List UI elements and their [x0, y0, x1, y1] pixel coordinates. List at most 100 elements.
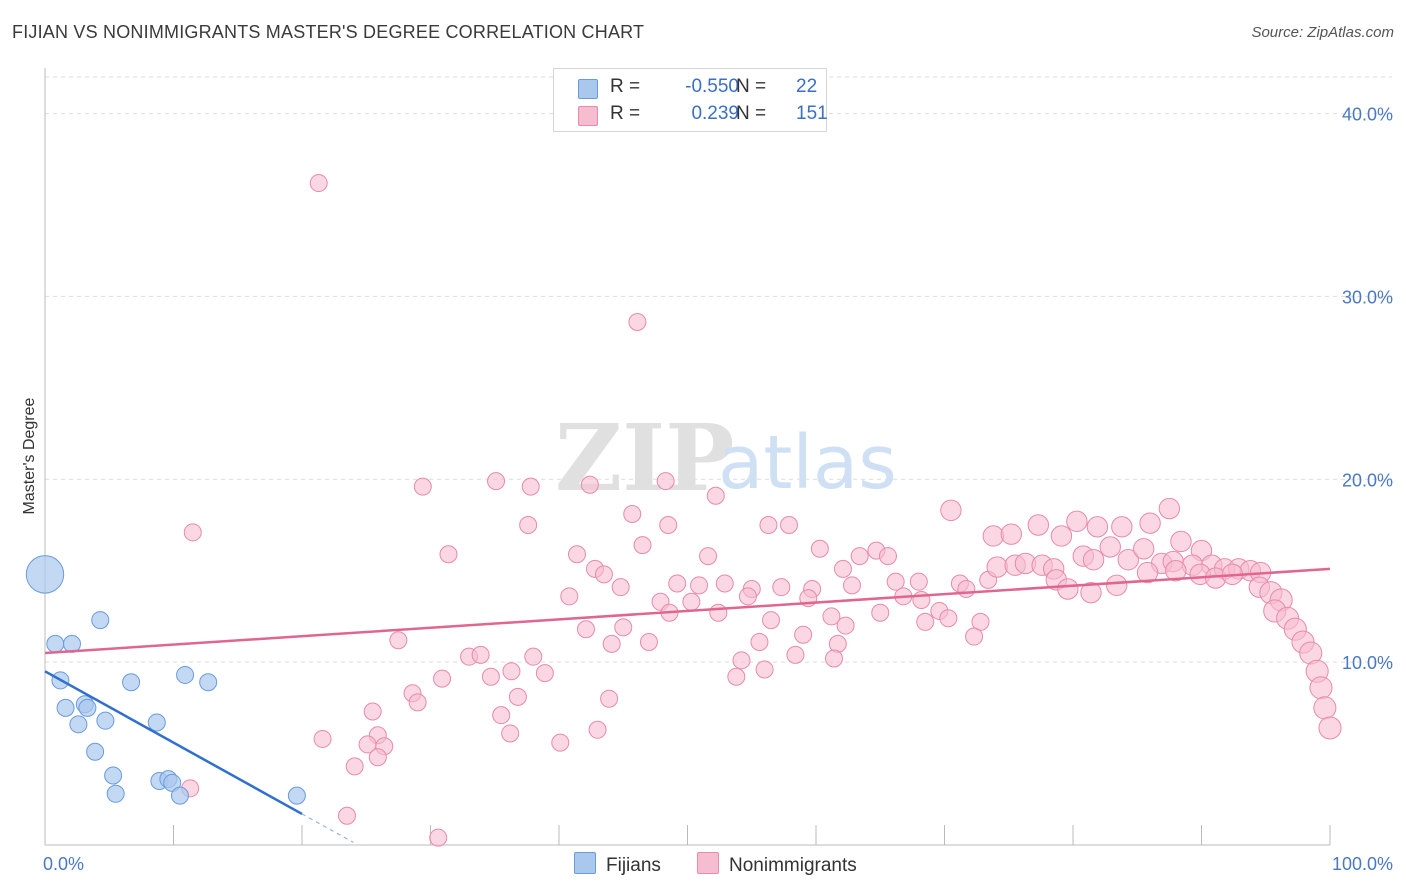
nonimmigrants-point	[492, 706, 511, 725]
nonimmigrants-points	[181, 174, 1342, 847]
legend-r-label: R =	[610, 103, 641, 124]
nonimmigrants-point	[836, 616, 855, 635]
nonimmigrants-point	[600, 689, 619, 708]
fijians-point	[147, 713, 166, 732]
nonimmigrants-point	[628, 313, 647, 332]
nonimmigrants-point	[965, 627, 984, 646]
y-axis-label: Master's Degree	[21, 397, 38, 514]
y-tick-label: 10.0%	[1342, 653, 1393, 673]
nonimmigrants-point	[786, 645, 805, 664]
nonimmigrants-point	[551, 733, 570, 752]
fijians-point	[78, 698, 97, 717]
nonimmigrants-point	[337, 806, 356, 825]
nonimmigrants-point	[738, 587, 757, 606]
fijians-point	[122, 673, 141, 692]
nonimmigrants-point	[1318, 716, 1342, 740]
legend-r-value: -0.550	[685, 76, 739, 97]
nonimmigrants-point	[1086, 516, 1109, 538]
nonimmigrants-point	[810, 539, 829, 558]
fijians-point	[199, 673, 218, 692]
nonimmigrants-point	[690, 576, 709, 595]
nonimmigrants-point	[602, 634, 621, 653]
nonimmigrants-point	[588, 720, 607, 739]
fijians-point	[46, 634, 65, 653]
fijians-swatch	[574, 852, 596, 874]
nonimmigrants-point	[580, 475, 599, 494]
nonimmigrants-point	[1057, 578, 1079, 600]
x-tick-label: 100.0%	[1332, 854, 1393, 874]
y-tick-label: 20.0%	[1342, 470, 1393, 490]
nonimmigrants-point	[780, 516, 799, 534]
y-tick-label: 40.0%	[1342, 105, 1393, 125]
nonimmigrants-point	[535, 664, 554, 683]
nonimmigrants-point	[957, 580, 976, 598]
nonimmigrants-point	[986, 556, 1008, 578]
nonimmigrants-point	[1136, 561, 1159, 584]
nonimmigrants-point	[614, 618, 633, 637]
nonimmigrants-point	[1111, 516, 1133, 538]
nonimmigrants-point	[759, 516, 778, 534]
nonimmigrants-point	[1105, 574, 1128, 597]
nonimmigrants-point	[842, 576, 861, 595]
nonimmigrants-point	[794, 625, 813, 644]
fijians-point	[91, 611, 110, 630]
fijians-point	[104, 766, 123, 785]
nonimmigrants-point	[727, 667, 746, 686]
nonimmigrants-point	[567, 545, 586, 564]
nonimmigrants-point	[501, 724, 520, 743]
nonimmigrants-point	[309, 174, 328, 193]
nonimmigrants-point	[639, 633, 658, 652]
nonimmigrants-point	[1309, 676, 1333, 700]
nonimmigrants-point	[313, 729, 332, 748]
nonimmigrants-point	[368, 748, 387, 767]
nonimmigrants-point	[1066, 510, 1088, 533]
trend-lines	[44, 567, 1331, 843]
nonimmigrants-point	[755, 660, 774, 679]
nonimmigrants-point	[850, 547, 869, 566]
fijians-point	[25, 555, 65, 594]
nonimmigrants-point	[871, 603, 890, 622]
nonimmigrants-point	[822, 607, 841, 626]
nonimmigrants-point	[916, 612, 935, 631]
nonimmigrants-point	[594, 565, 613, 584]
nonimmigrants-point	[1080, 581, 1102, 604]
x-tick-label: 0.0%	[43, 854, 84, 874]
nonimmigrants-point	[183, 523, 202, 542]
nonimmigrants-point	[886, 572, 905, 591]
correlation-legend: R = -0.550 N = 22 R = 0.239 N = 151	[553, 68, 828, 132]
nonimmigrants-point	[524, 647, 543, 666]
nonimmigrants-point	[521, 477, 540, 496]
fijians-point	[176, 665, 195, 684]
nonimmigrants-point	[363, 702, 382, 721]
nonimmigrants-point	[878, 547, 897, 566]
y-tick-label: 30.0%	[1342, 287, 1393, 307]
fijians-point	[56, 698, 75, 717]
chart-title: FIJIAN VS NONIMMIGRANTS MASTER'S DEGREE …	[12, 22, 645, 42]
fijians-point	[170, 786, 189, 805]
nonimmigrants-point	[508, 687, 527, 706]
nonimmigrants-point	[762, 611, 781, 630]
nonimmigrants-point	[824, 649, 843, 668]
fijians-point	[106, 784, 125, 803]
nonimmigrants-point	[1165, 560, 1187, 582]
nonimmigrants-point	[982, 525, 1005, 547]
nonimmigrants-point	[560, 587, 579, 606]
nonimmigrants-point	[833, 559, 852, 578]
nonimmigrants-point	[471, 645, 490, 664]
nonimmigrants-point	[699, 547, 718, 566]
nonimmigrants-point	[433, 669, 452, 688]
nonimmigrants-point	[1132, 538, 1155, 560]
nonimmigrants-swatch	[697, 852, 719, 874]
fijians-point	[86, 742, 105, 761]
fijians-swatch	[578, 79, 598, 99]
nonimmigrants-point	[519, 516, 538, 534]
legend-n-value: 22	[796, 76, 818, 97]
source-note: Source: ZipAtlas.com	[1251, 24, 1394, 41]
watermark-zip: ZIP	[555, 404, 734, 512]
nonimmigrants-point	[439, 545, 458, 564]
nonimmigrants-point	[429, 828, 448, 847]
fijians-trend-line	[44, 670, 303, 816]
legend-r-label: R =	[610, 76, 641, 97]
fijians-point	[96, 711, 115, 730]
nonimmigrants-point	[1139, 512, 1161, 534]
